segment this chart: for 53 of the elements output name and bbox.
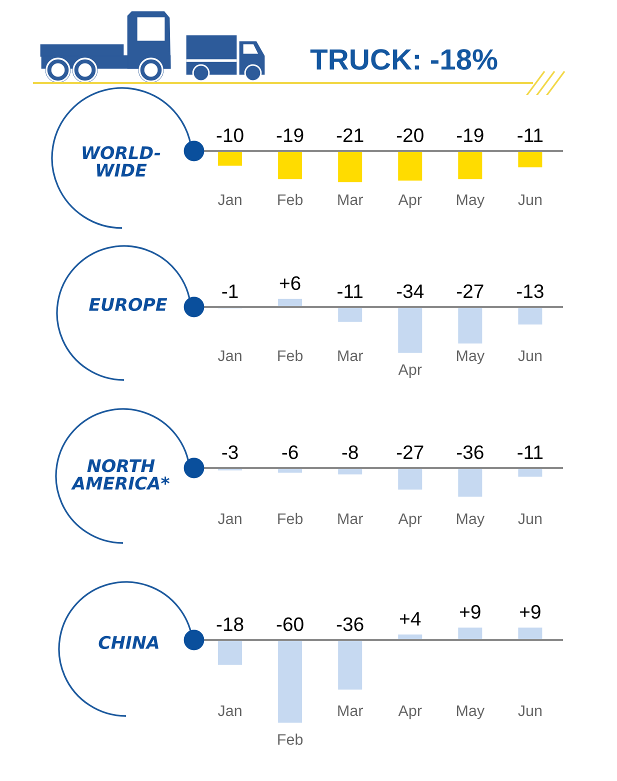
x-tick-label: May (456, 350, 485, 364)
x-tick-label: Jan (218, 194, 242, 206)
x-tick-label: Mar (338, 350, 363, 362)
data-label: -34 (396, 284, 424, 298)
data-label: -36 (456, 445, 484, 460)
x-tick-label: May (456, 705, 485, 720)
x-tick-label: Apr (398, 705, 422, 720)
data-label: -20 (396, 128, 424, 142)
data-label: +6 (280, 276, 300, 290)
x-tick-label: Jan (218, 705, 242, 716)
data-label: -13 (516, 284, 544, 298)
data-label: -18 (216, 617, 244, 632)
data-label: -19 (276, 128, 304, 142)
x-tick-label: Feb (278, 734, 303, 745)
data-label: -1 (222, 284, 238, 298)
x-tick-label: Mar (338, 705, 363, 716)
data-label: +9 (520, 604, 540, 619)
data-label: -3 (222, 445, 238, 460)
data-label: -11 (518, 446, 543, 459)
data-label: -10 (216, 128, 244, 142)
data-label: -8 (342, 445, 358, 460)
data-label: -6 (282, 445, 298, 460)
x-tick-label: Apr (398, 194, 422, 208)
chart-title: EUROPE (89, 298, 168, 312)
x-tick-label: Feb (278, 350, 303, 362)
data-label: -19 (456, 128, 484, 142)
x-tick-label: Jun (518, 513, 542, 524)
data-label: -27 (456, 284, 484, 298)
x-tick-label: Jun (518, 194, 542, 206)
x-tick-label: May (456, 513, 485, 528)
data-label: -60 (276, 617, 304, 632)
data-label: -27 (396, 445, 424, 459)
data-label: +9 (460, 604, 480, 619)
x-tick-label: Feb (278, 512, 303, 524)
x-tick-label: Jan (218, 513, 242, 524)
chart-title: NORTH AMERICA* (71, 459, 170, 490)
data-label: -36 (336, 617, 364, 632)
x-tick-label: Apr (398, 513, 422, 528)
data-label: -11 (338, 284, 362, 298)
data-label: -11 (518, 128, 543, 142)
x-tick-label: Jun (518, 350, 542, 362)
text: TRUCK: -18% (310, 49, 498, 70)
x-tick-label: Jan (218, 350, 242, 362)
x-tick-label: May (456, 194, 485, 208)
x-tick-label: Jun (518, 705, 542, 716)
chart-title: CHINA (98, 636, 158, 650)
data-label: -21 (336, 128, 364, 142)
chart-title: WORLD- WIDE (82, 146, 160, 177)
data-label: +4 (400, 612, 421, 626)
x-tick-label: Mar (338, 513, 363, 524)
x-tick-label: Apr (398, 364, 422, 378)
x-tick-label: Feb (278, 194, 303, 206)
x-tick-label: Mar (338, 194, 363, 206)
